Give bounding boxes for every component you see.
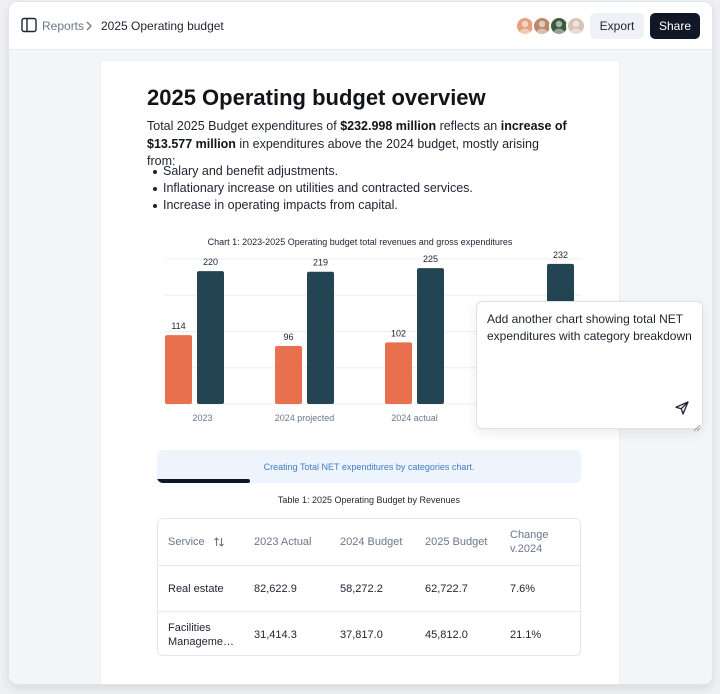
app-window: Reports 2025 Operating budget Export Sha… bbox=[9, 2, 712, 684]
table-cell: 37,817.0 bbox=[340, 629, 383, 641]
chevron-right-icon bbox=[85, 19, 93, 37]
top-bar: Reports 2025 Operating budget Export Sha… bbox=[9, 2, 712, 50]
intro-increase: increase of $13.577 million bbox=[147, 119, 567, 151]
chart-bar[interactable] bbox=[417, 268, 444, 404]
chart-data-label: 232 bbox=[553, 251, 568, 260]
table-header-label: Service bbox=[168, 536, 205, 548]
chart-data-label: 114 bbox=[171, 321, 185, 331]
export-button[interactable]: Export bbox=[590, 13, 644, 39]
table-cell-text: Facilities Manageme… bbox=[168, 622, 235, 648]
table-header-cell: 2024 Budget bbox=[340, 536, 403, 548]
collaborator-avatars bbox=[515, 16, 587, 36]
chat-prompt-card[interactable]: Add another chart showing total NET expe… bbox=[476, 301, 703, 432]
send-icon[interactable] bbox=[674, 400, 690, 416]
chart-data-label: 96 bbox=[283, 332, 293, 342]
progress-bar bbox=[157, 479, 251, 483]
table-cell: 58,272.2 bbox=[340, 583, 383, 595]
table-header-cell[interactable]: Service bbox=[168, 519, 248, 565]
chart-data-label: 102 bbox=[391, 328, 406, 338]
avatar-2[interactable] bbox=[532, 16, 552, 36]
intro-text-1: Total 2025 Budget expenditures of bbox=[147, 119, 341, 133]
table-title: Table 1: 2025 Operating Budget by Revenu… bbox=[277, 495, 461, 505]
avatar-4[interactable] bbox=[566, 16, 586, 36]
intro-total: $232.998 million bbox=[340, 119, 437, 133]
bullet-list: Salary and benefit adjustments. Inflatio… bbox=[147, 163, 567, 214]
breadcrumb-current: 2025 Operating budget bbox=[101, 19, 224, 33]
table-row[interactable]: Real estate 82,622.9 58,272.2 62,722.7 7… bbox=[158, 565, 580, 611]
sort-icon[interactable] bbox=[213, 536, 225, 548]
resize-handle-icon[interactable] bbox=[693, 419, 701, 432]
table-row[interactable]: Facilities Manageme… 31,414.3 37,817.0 4… bbox=[158, 611, 580, 655]
chart-bar[interactable] bbox=[165, 335, 192, 404]
table-cell: Real estate bbox=[168, 583, 224, 595]
chart-data-label: 220 bbox=[203, 257, 218, 267]
chart-data-label: 219 bbox=[313, 258, 328, 268]
page-title: 2025 Operating budget overview bbox=[147, 85, 486, 110]
table-cell: 21.1% bbox=[510, 629, 542, 641]
chart-bar[interactable] bbox=[385, 342, 412, 404]
table-cell: 31,414.3 bbox=[254, 629, 297, 641]
intro-text-2: reflects an bbox=[436, 119, 501, 133]
chart-bar[interactable] bbox=[275, 346, 302, 404]
table-cell: Facilities Manageme… bbox=[168, 612, 248, 655]
progress-status-text: Creating Total NET expenditures by categ… bbox=[263, 462, 475, 472]
sidebar-toggle-icon[interactable] bbox=[20, 16, 38, 34]
chart-x-tick-label: 2024 actual bbox=[391, 413, 438, 423]
chart-bar[interactable] bbox=[307, 271, 334, 404]
table-header-cell: 2023 Actual bbox=[254, 536, 312, 548]
breadcrumb-reports[interactable]: Reports bbox=[42, 19, 85, 33]
chart-bar[interactable] bbox=[197, 271, 224, 404]
table-header-cell: 2025 Budget bbox=[425, 536, 488, 548]
chart-x-tick-label: 2023 bbox=[192, 413, 212, 423]
intro-text-3: in expenditures above the 2024 budget, m… bbox=[147, 136, 539, 169]
chart-data-label: 225 bbox=[423, 254, 438, 264]
table-cell: 45,812.0 bbox=[425, 629, 468, 641]
table-header-cell: Change v.2024 bbox=[510, 529, 549, 555]
chart-x-tick-label: 2024 projected bbox=[275, 413, 335, 423]
chart-title: Chart 1: 2023-2025 Operating budget tota… bbox=[207, 237, 513, 247]
chat-prompt-text[interactable]: Add another chart showing total NET expe… bbox=[487, 312, 692, 343]
share-button[interactable]: Share bbox=[650, 13, 700, 39]
revenue-table: Service 2023 Actual 2024 Budget 2025 Bud… bbox=[157, 518, 581, 656]
bullet-item: Salary and benefit adjustments. bbox=[147, 163, 567, 180]
intro-paragraph: Total 2025 Budget expenditures of $232.9… bbox=[147, 118, 567, 171]
table-header-row: Service 2023 Actual 2024 Budget 2025 Bud… bbox=[158, 519, 580, 565]
table-cell: 82,622.9 bbox=[254, 583, 297, 595]
bullet-item: Inflationary increase on utilities and c… bbox=[147, 180, 567, 197]
progress-card: Creating Total NET expenditures by categ… bbox=[157, 450, 581, 483]
table-cell: 62,722.7 bbox=[425, 583, 468, 595]
avatar-3[interactable] bbox=[549, 16, 569, 36]
bullet-item: Increase in operating impacts from capit… bbox=[147, 197, 567, 214]
table-cell: 7.6% bbox=[510, 583, 536, 595]
